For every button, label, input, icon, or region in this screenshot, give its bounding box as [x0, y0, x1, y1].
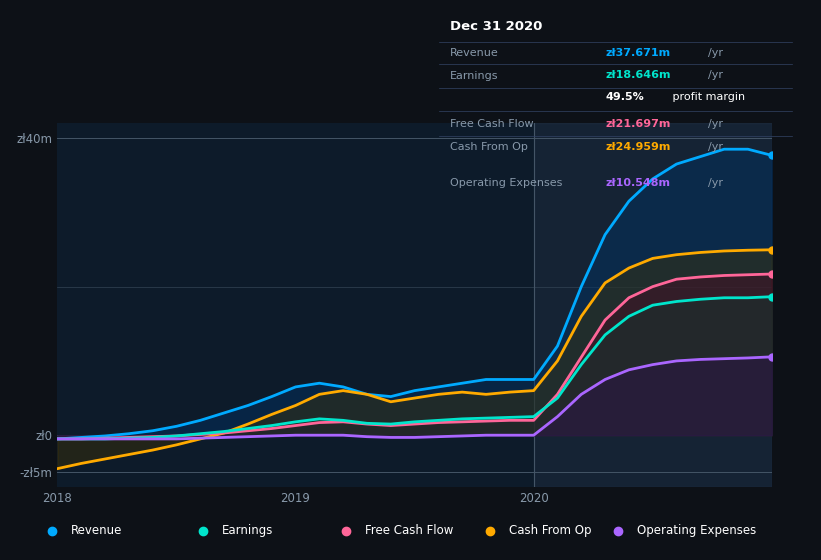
Text: Revenue: Revenue [71, 524, 122, 537]
Text: zł18.646m: zł18.646m [605, 70, 671, 80]
Text: Cash From Op: Cash From Op [450, 142, 528, 152]
Text: /yr: /yr [708, 119, 722, 129]
Text: zł37.671m: zł37.671m [605, 48, 670, 58]
Text: zł10.548m: zł10.548m [605, 179, 670, 188]
Text: Earnings: Earnings [450, 71, 498, 81]
Text: /yr: /yr [708, 142, 722, 152]
Bar [534, 123, 772, 487]
Text: Free Cash Flow: Free Cash Flow [450, 119, 534, 129]
Text: Free Cash Flow: Free Cash Flow [365, 524, 453, 537]
Text: zł24.959m: zł24.959m [605, 142, 671, 152]
Text: /yr: /yr [708, 70, 722, 80]
Text: Dec 31 2020: Dec 31 2020 [450, 20, 542, 33]
Text: Operating Expenses: Operating Expenses [450, 179, 562, 188]
Text: Cash From Op: Cash From Op [509, 524, 591, 537]
Text: profit margin: profit margin [669, 92, 745, 102]
Text: Revenue: Revenue [450, 48, 498, 58]
Text: /yr: /yr [708, 48, 722, 58]
Text: Operating Expenses: Operating Expenses [637, 524, 756, 537]
Text: 49.5%: 49.5% [605, 92, 644, 102]
Text: zł21.697m: zł21.697m [605, 119, 671, 129]
Text: Earnings: Earnings [222, 524, 273, 537]
Text: /yr: /yr [708, 179, 722, 188]
